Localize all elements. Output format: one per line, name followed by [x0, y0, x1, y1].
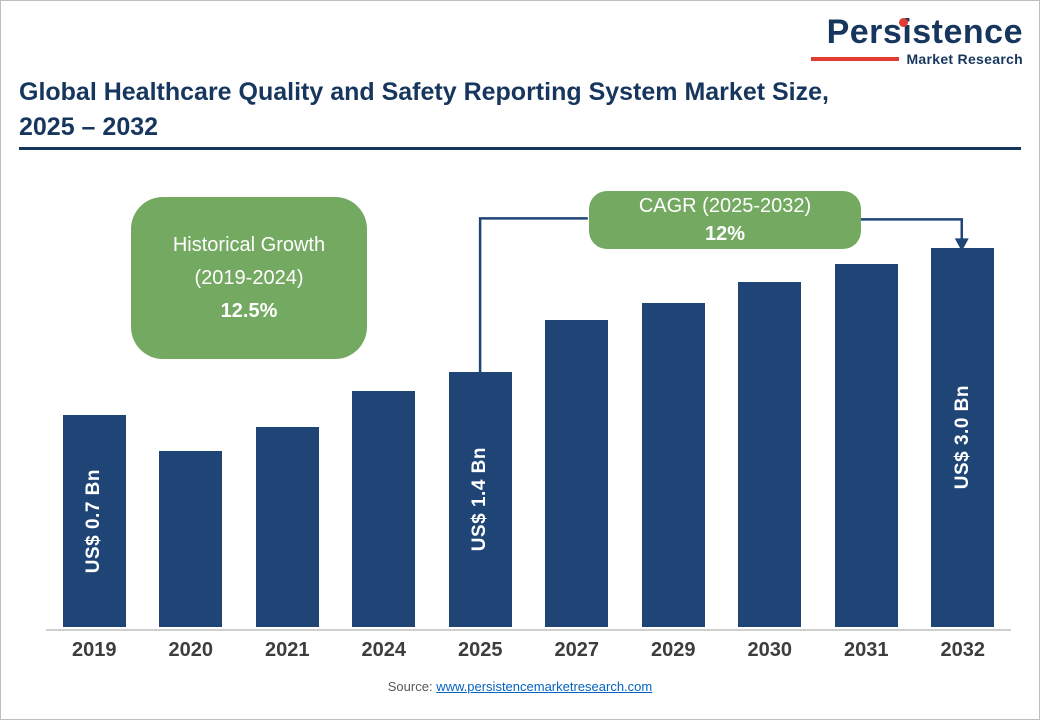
- x-axis-label-2021: 2021: [265, 639, 310, 661]
- page-title-line1: Global Healthcare Quality and Safety Rep…: [19, 78, 829, 106]
- x-axis-label-2031: 2031: [844, 639, 889, 661]
- bar-slot-2031: [818, 187, 915, 627]
- logo-wordmark: Persistence: [827, 15, 1023, 49]
- bar-2029: [641, 303, 705, 627]
- bar-slot-2020: [143, 187, 240, 627]
- bar-chart: US$ 0.7 Bn US$ 1.4 Bn US$ 3.0 Bn: [46, 187, 1011, 627]
- bar-slot-2032: US$ 3.0 Bn: [915, 187, 1012, 627]
- bar-slot-2027: [529, 187, 626, 627]
- source-link[interactable]: www.persistencemarketresearch.com: [436, 679, 653, 694]
- historical-growth-callout: Historical Growth (2019-2024) 12.5%: [131, 197, 367, 359]
- logo-text: Persistence: [826, 13, 1023, 51]
- bar-slot-2025: US$ 1.4 Bn: [432, 187, 529, 627]
- x-axis-labels: 2019 2020 2021 2024 2025 2027 2029 2030 2031 2032: [46, 639, 1011, 662]
- x-axis-line: [46, 629, 1011, 631]
- x-axis-label-2030: 2030: [747, 639, 793, 661]
- bar-2032: US$ 3.0 Bn: [931, 248, 995, 627]
- x-axis-label-2029: 2029: [651, 639, 696, 661]
- bar-slot-2029: [625, 187, 722, 627]
- logo-red-bar: [811, 57, 900, 61]
- historical-growth-value: 12.5%: [220, 299, 278, 322]
- historical-growth-label: Historical Growth: [172, 233, 326, 256]
- cagr-value: 12%: [704, 223, 746, 245]
- x-axis-label-2032: 2032: [940, 639, 986, 661]
- bar-2020: [159, 451, 223, 627]
- bar-slot-2024: [336, 187, 433, 627]
- cagr-callout: CAGR (2025-2032) 12%: [589, 191, 861, 249]
- page-title-line2: 2025 – 2032: [19, 113, 159, 141]
- bar-value-label-2032: US$ 3.0 Bn: [951, 385, 973, 490]
- bar-2031: [834, 264, 898, 627]
- bar-2019: US$ 0.7 Bn: [62, 415, 126, 627]
- x-axis-label-2025: 2025: [458, 639, 503, 661]
- logo: Persistence Market Research: [811, 15, 1023, 67]
- bar-slot-2030: [722, 187, 819, 627]
- x-axis-label-2027: 2027: [554, 639, 600, 661]
- bar-2030: [738, 282, 802, 627]
- bar-2027: [545, 320, 609, 627]
- bar-2021: [255, 427, 319, 627]
- bar-slot-2021: [239, 187, 336, 627]
- historical-growth-period: (2019-2024): [194, 266, 304, 289]
- logo-subtitle: Market Research: [906, 51, 1023, 67]
- page-title: Global Healthcare Quality and Safety Rep…: [19, 75, 979, 145]
- source-line: Source: www.persistencemarketresearch.co…: [1, 679, 1039, 694]
- x-axis-label-2024: 2024: [361, 639, 407, 661]
- x-axis-label-2019: 2019: [72, 639, 117, 661]
- cagr-label: CAGR (2025-2032): [638, 195, 812, 217]
- source-label: Source:: [387, 679, 433, 694]
- bar-2025: US$ 1.4 Bn: [448, 372, 512, 627]
- x-axis-label-2020: 2020: [168, 639, 214, 661]
- bar-value-label-2019: US$ 0.7 Bn: [83, 468, 105, 574]
- bar-2024: [352, 391, 416, 627]
- bar-value-label-2025: US$ 1.4 Bn: [469, 447, 491, 552]
- logo-subtitle-row: Market Research: [811, 51, 1023, 67]
- title-underline: [19, 147, 1021, 150]
- bar-slot-2019: US$ 0.7 Bn: [46, 187, 143, 627]
- logo-i-dot-icon: [898, 18, 908, 27]
